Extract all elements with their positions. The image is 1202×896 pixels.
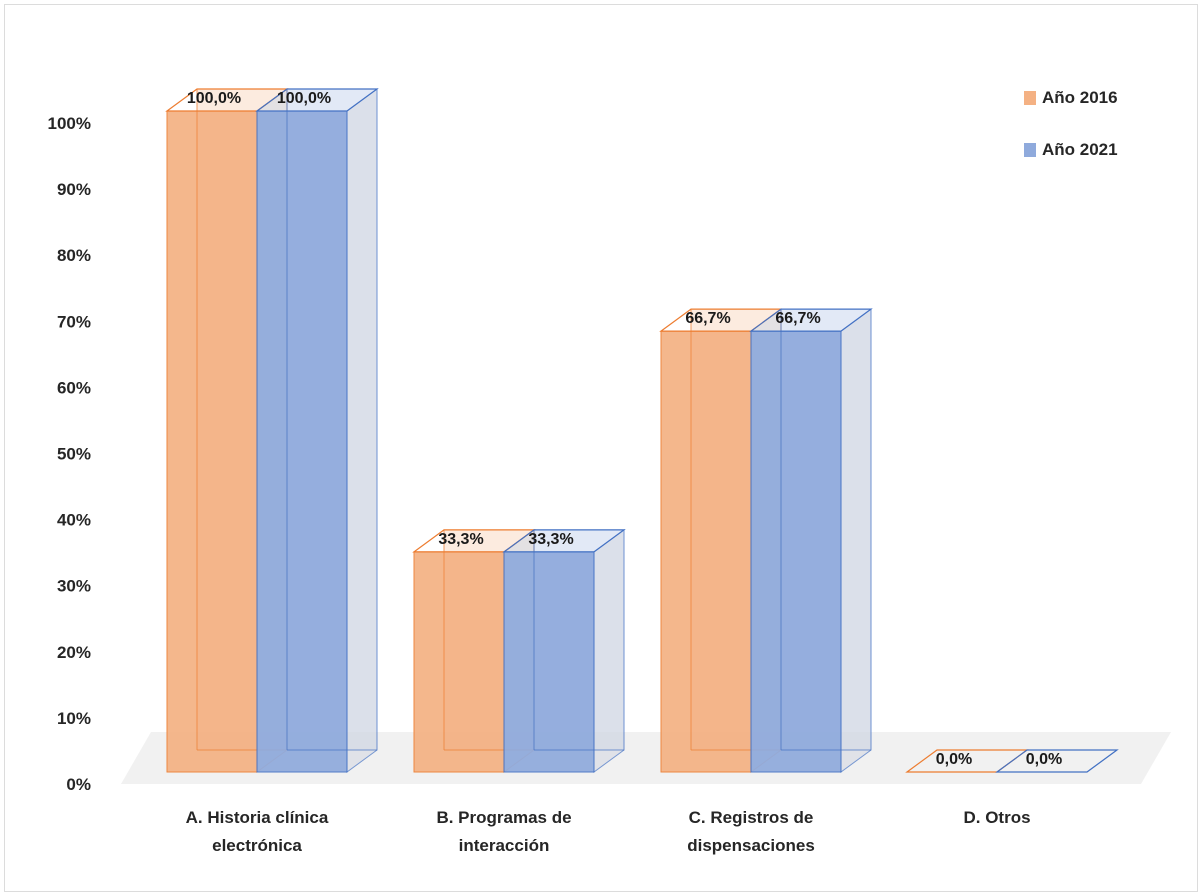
bar-front-face	[166, 110, 258, 773]
bar-front-face	[256, 110, 348, 773]
legend-label: Año 2016	[1042, 88, 1118, 107]
data-label: 66,7%	[685, 310, 730, 327]
y-tick-label: 50%	[57, 445, 91, 464]
bar-front-face	[750, 330, 842, 773]
data-label: 33,3%	[438, 531, 483, 548]
bar	[255, 88, 379, 773]
x-category-label-line: C. Registros de	[689, 808, 814, 827]
bar-top-face	[995, 749, 1119, 773]
data-label: 100,0%	[277, 90, 331, 107]
data-labels: 100,0% 100,0% 33,3% 33,3% 66,7% 66,7% 0,0% 0,0%	[187, 90, 1062, 768]
x-category-label-line: interacción	[459, 836, 550, 855]
chart-area: 0% 10% 20% 30% 40% 50% 60% 70% 80% 90% 100% A. Hist…	[4, 4, 1198, 892]
y-tick-label: 80%	[57, 246, 91, 265]
y-tick-label: 30%	[57, 577, 91, 596]
bar-side-face	[593, 528, 625, 773]
x-category-label-line: dispensaciones	[687, 836, 815, 855]
bar	[502, 528, 626, 773]
x-category-label-line: D. Otros	[963, 808, 1030, 827]
legend-label: Año 2021	[1042, 140, 1118, 159]
y-tick-label: 40%	[57, 511, 91, 530]
data-label: 66,7%	[775, 310, 820, 327]
legend-swatch	[1024, 143, 1036, 157]
x-category-label: D. Otros	[963, 808, 1030, 827]
y-tick-label: 10%	[57, 709, 91, 728]
data-label: 0,0%	[936, 751, 972, 768]
legend-item: Año 2016	[1024, 88, 1118, 107]
data-label: 0,0%	[1026, 751, 1062, 768]
y-tick-label: 90%	[57, 180, 91, 199]
x-category-label-line: electrónica	[212, 836, 302, 855]
bar-front-face	[503, 551, 595, 773]
y-axis-ticks: 0% 10% 20% 30% 40% 50% 60% 70% 80% 90% 100%	[48, 114, 91, 794]
bar-front-face	[413, 551, 505, 773]
legend-swatch	[1024, 91, 1036, 105]
bar	[749, 308, 873, 773]
y-tick-label: 0%	[66, 775, 91, 794]
bar-top-face	[255, 88, 379, 112]
bar-top-face	[502, 529, 626, 553]
legend: Año 2016 Año 2021	[1024, 88, 1118, 159]
x-category-label: C. Registros de dispensaciones	[687, 808, 815, 855]
bar-front-face	[660, 330, 752, 773]
bar-side-face	[346, 88, 378, 773]
bar-side-face	[840, 308, 872, 773]
x-category-label: B. Programas de interacción	[436, 808, 571, 855]
y-tick-label: 60%	[57, 378, 91, 397]
bar-chart: 0% 10% 20% 30% 40% 50% 60% 70% 80% 90% 100% A. Hist…	[48, 88, 1171, 855]
y-tick-label: 70%	[57, 312, 91, 331]
legend-item: Año 2021	[1024, 140, 1118, 159]
bars	[165, 88, 1119, 773]
x-category-label: A. Historia clínica electrónica	[186, 808, 329, 855]
x-category-label-line: B. Programas de	[436, 808, 571, 827]
data-label: 100,0%	[187, 90, 241, 107]
data-label: 33,3%	[528, 531, 573, 548]
x-category-label-line: A. Historia clínica	[186, 808, 329, 827]
y-tick-label: 20%	[57, 643, 91, 662]
y-tick-label: 100%	[48, 114, 91, 133]
bar	[995, 749, 1119, 773]
bar-top-face	[749, 308, 873, 332]
